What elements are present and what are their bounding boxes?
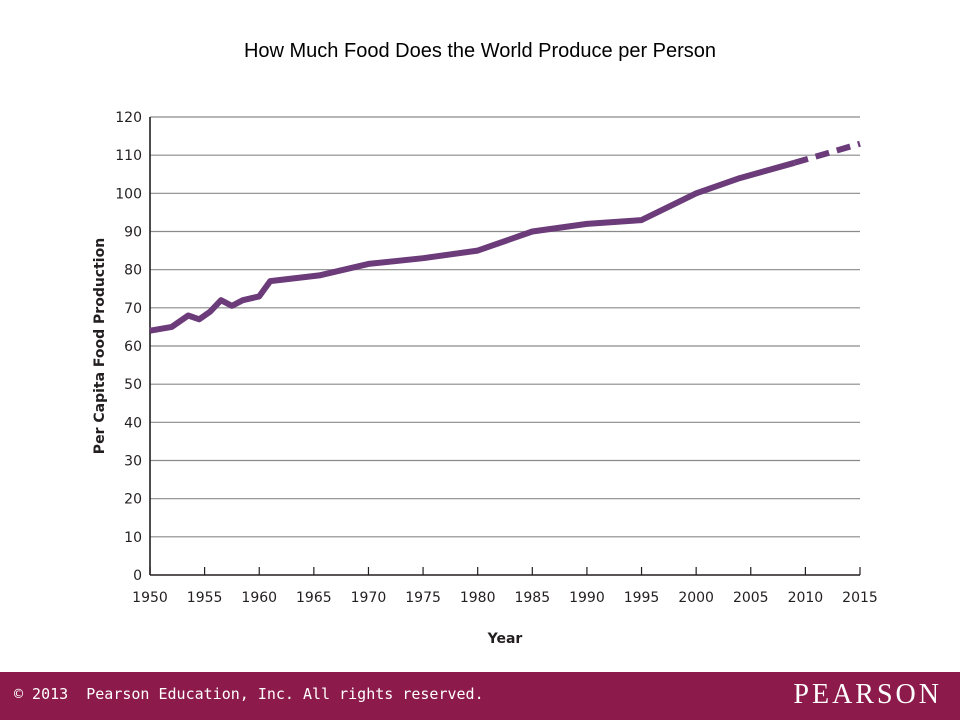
y-tick-label: 40 bbox=[124, 415, 142, 431]
copyright-text: © 2013 Pearson Education, Inc. All right… bbox=[14, 685, 484, 703]
projection-line-dashed bbox=[793, 140, 861, 166]
x-tick-label: 1955 bbox=[187, 590, 223, 606]
y-tick-label: 20 bbox=[124, 492, 142, 508]
y-tick-label: 0 bbox=[133, 568, 142, 584]
y-tick-label: 90 bbox=[124, 225, 142, 241]
x-tick-label: 1985 bbox=[514, 590, 550, 606]
y-tick-label: 30 bbox=[124, 454, 142, 470]
y-tick-label: 10 bbox=[124, 530, 142, 546]
y-tick-labels: 0 10 20 30 40 50 60 70 80 90 100 110 120 bbox=[115, 110, 142, 584]
x-tick-label: 1975 bbox=[405, 590, 441, 606]
x-tick-label: 1990 bbox=[569, 590, 605, 606]
y-tick-label: 70 bbox=[124, 301, 142, 317]
line-chart: 0 10 20 30 40 50 60 70 80 90 100 110 120 1950 1955 196… bbox=[92, 110, 878, 647]
x-tick-label: 1970 bbox=[351, 590, 387, 606]
x-tick-label: 2010 bbox=[788, 590, 824, 606]
y-tick-label: 50 bbox=[124, 377, 142, 393]
footer-bar: © 2013 Pearson Education, Inc. All right… bbox=[0, 672, 960, 720]
x-tick-label: 2000 bbox=[678, 590, 714, 606]
x-tick-labels: 1950 1955 1960 1965 1970 1975 1980 1985 1990 1995… bbox=[132, 567, 878, 606]
x-axis-label: Year bbox=[487, 631, 523, 647]
y-tick-label: 100 bbox=[115, 186, 142, 202]
food-production-line bbox=[149, 159, 796, 334]
y-axis-label: Per Capita Food Production bbox=[92, 238, 108, 454]
pearson-logo: PEARSON bbox=[793, 679, 942, 710]
gridlines bbox=[149, 116, 860, 576]
x-tick-label: 2015 bbox=[842, 590, 878, 606]
x-tick-label: 1965 bbox=[296, 590, 332, 606]
y-tick-label: 80 bbox=[124, 263, 142, 279]
x-tick-label: 1980 bbox=[460, 590, 496, 606]
x-tick-label: 1960 bbox=[241, 590, 277, 606]
data-series bbox=[149, 140, 861, 334]
y-tick-label: 120 bbox=[115, 110, 142, 126]
x-tick-label: 1950 bbox=[132, 590, 168, 606]
y-tick-label: 60 bbox=[124, 339, 142, 355]
x-tick-label: 1995 bbox=[624, 590, 660, 606]
x-tick-label: 2005 bbox=[733, 590, 769, 606]
y-tick-label: 110 bbox=[115, 148, 142, 164]
chart-title: How Much Food Does the World Produce per… bbox=[243, 40, 717, 62]
